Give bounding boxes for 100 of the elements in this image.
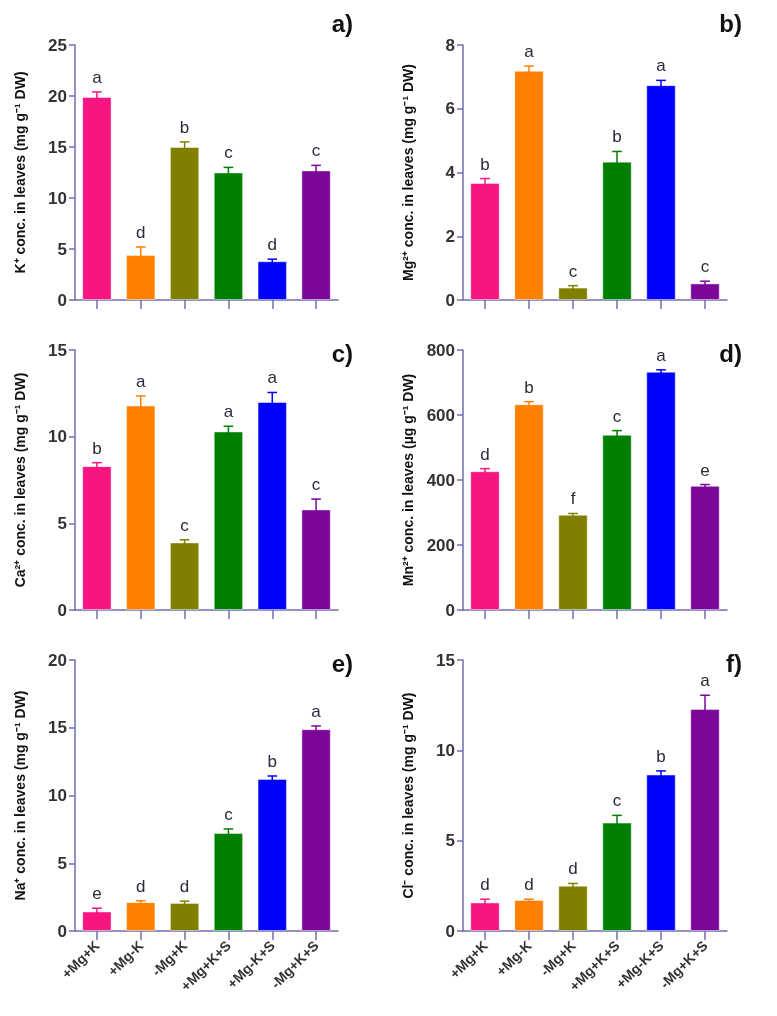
data-label: c — [700, 257, 710, 277]
data-label: a — [524, 42, 535, 62]
bar — [646, 371, 676, 610]
y-tick-label: 0 — [57, 600, 67, 620]
chart-title: f) — [726, 649, 742, 677]
y-tick-label: 0 — [57, 921, 67, 941]
data-label: e — [92, 884, 102, 904]
data-label: b — [656, 746, 666, 766]
data-label: c — [224, 143, 234, 163]
data-label: a — [136, 371, 147, 391]
y-tick-label: 5 — [445, 831, 455, 851]
data-label: b — [92, 438, 102, 458]
bar — [470, 183, 500, 300]
bar — [82, 97, 112, 300]
bar — [602, 434, 632, 610]
y-tick-label: 15 — [48, 718, 67, 738]
y-tick-label: 400 — [426, 470, 455, 490]
bar — [257, 778, 287, 931]
chart-title: d) — [719, 339, 742, 367]
y-tick-label: 0 — [445, 921, 455, 941]
data-label: c — [224, 804, 234, 824]
data-label: a — [700, 671, 711, 691]
bar — [514, 404, 544, 610]
y-axis-title: Mg²⁺ conc. in leaves (mg g⁻¹ DW) — [400, 64, 416, 281]
y-axis-title: Na⁺ conc. in leaves (mg g⁻¹ DW) — [12, 690, 28, 901]
bar — [558, 287, 588, 300]
bar — [301, 170, 331, 300]
bar — [514, 70, 544, 300]
bar — [470, 902, 500, 931]
y-tick-label: 800 — [426, 340, 455, 360]
bar — [690, 283, 720, 300]
y-tick-label: 15 — [48, 137, 67, 157]
data-label: f — [570, 489, 576, 509]
y-tick-label: 2 — [445, 226, 455, 246]
data-label: c — [180, 515, 190, 535]
data-label: b — [179, 117, 190, 137]
y-tick-label: 4 — [445, 163, 456, 182]
data-label: b — [524, 377, 534, 397]
y-tick-label: 10 — [48, 427, 67, 447]
bar — [690, 485, 720, 610]
data-label: d — [480, 444, 490, 464]
y-axis-title: K⁺ conc. in leaves (mg g⁻¹ DW) — [12, 71, 28, 274]
data-label: c — [612, 406, 622, 426]
data-label: d — [524, 875, 534, 895]
data-label: a — [92, 67, 103, 87]
y-tick-label: 20 — [48, 86, 67, 106]
bar — [213, 833, 244, 931]
bar — [470, 471, 500, 610]
data-label: d — [568, 859, 578, 879]
bar — [213, 172, 244, 300]
bar — [213, 431, 244, 610]
y-tick-label: 5 — [57, 239, 67, 259]
chart-title: b) — [719, 9, 742, 37]
y-axis-title: Cl⁻ conc. in leaves (mg g⁻¹ DW) — [400, 692, 416, 899]
bar — [169, 902, 200, 931]
data-label: b — [480, 154, 490, 174]
bar — [558, 885, 588, 931]
bar — [169, 542, 200, 610]
data-label: b — [267, 751, 277, 771]
y-tick-label: 0 — [445, 290, 455, 310]
chart-title: a) — [331, 9, 353, 37]
y-tick-label: 200 — [426, 535, 455, 555]
data-label: c — [311, 141, 321, 161]
data-label: d — [136, 876, 146, 896]
data-label: c — [612, 791, 622, 811]
bar — [301, 729, 331, 931]
data-label: d — [267, 235, 277, 255]
bar — [82, 911, 112, 931]
y-tick-label: 15 — [48, 340, 67, 360]
y-tick-label: 0 — [57, 290, 67, 310]
y-tick-label: 10 — [48, 188, 67, 208]
data-label: a — [656, 345, 667, 365]
y-tick-label: 15 — [436, 650, 455, 670]
y-tick-label: 10 — [436, 740, 455, 760]
data-label: c — [568, 261, 578, 281]
data-label: a — [311, 701, 322, 721]
chart-title: e) — [331, 649, 353, 677]
y-tick-label: 20 — [48, 650, 67, 670]
bar — [646, 85, 676, 300]
data-label: a — [267, 368, 278, 388]
y-tick-label: 10 — [48, 786, 67, 805]
data-label: d — [480, 875, 490, 895]
bar — [257, 261, 287, 300]
data-label: d — [136, 222, 146, 242]
data-label: d — [179, 877, 190, 897]
y-tick-label: 25 — [48, 35, 67, 55]
data-label: a — [656, 56, 667, 76]
data-label: a — [223, 402, 234, 422]
y-axis-title: Mn²⁺ conc. in leaves (µg g⁻¹ DW) — [400, 373, 416, 587]
y-axis-title: Ca²⁺ conc. in leaves (mg g⁻¹ DW) — [12, 372, 28, 588]
y-tick-label: 5 — [57, 513, 67, 533]
bar — [126, 902, 156, 931]
bar — [169, 147, 200, 300]
bar — [646, 774, 676, 931]
data-label: b — [612, 127, 622, 147]
bar — [558, 514, 588, 610]
y-tick-label: 600 — [426, 405, 455, 425]
y-tick-label: 0 — [445, 600, 455, 620]
bar — [82, 466, 112, 610]
y-tick-label: 8 — [445, 35, 455, 55]
